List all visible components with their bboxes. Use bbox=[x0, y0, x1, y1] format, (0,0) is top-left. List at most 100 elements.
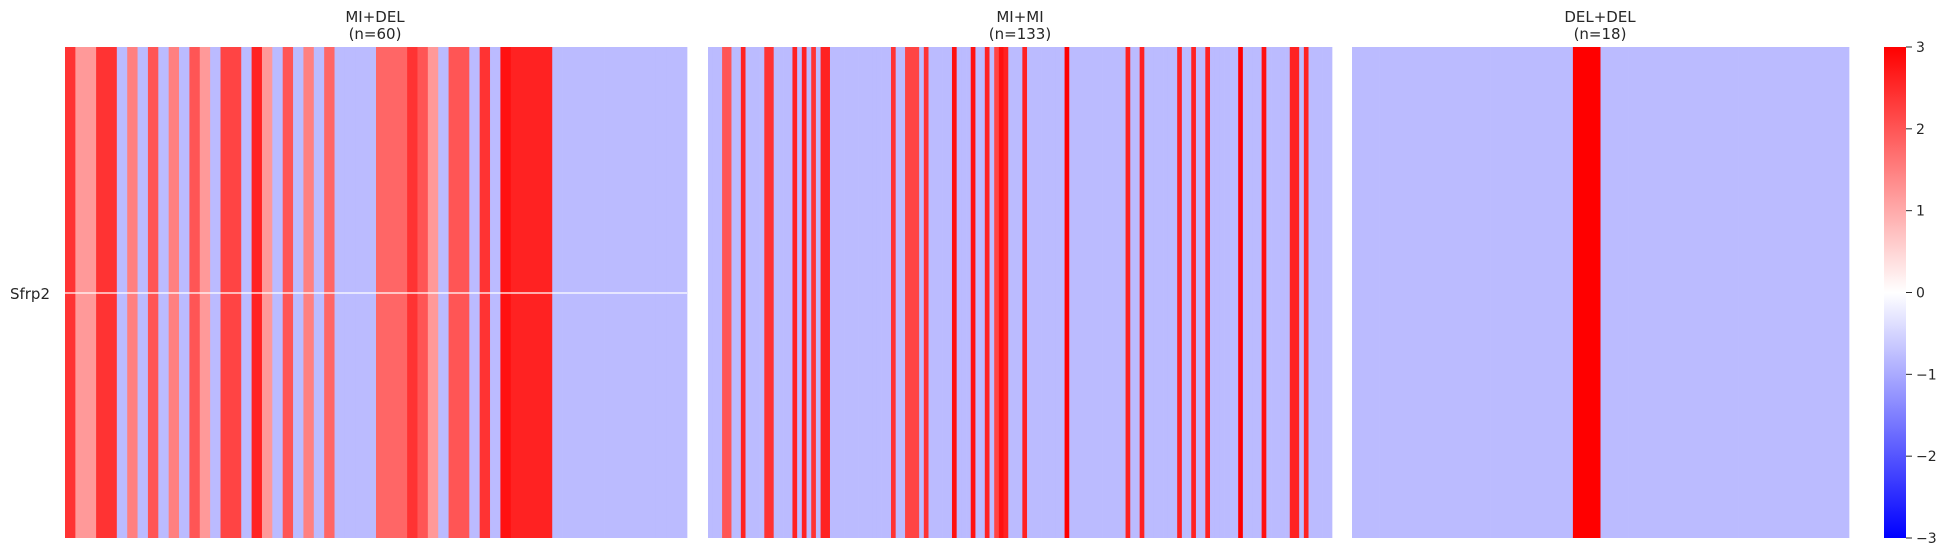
heatmap-cell bbox=[1017, 47, 1023, 538]
heatmap-cell bbox=[890, 47, 897, 538]
heatmap-cell bbox=[905, 47, 911, 538]
panel-2-subtitle: (n=133) bbox=[989, 25, 1051, 43]
heatmap-cell bbox=[1285, 47, 1291, 538]
heatmap-cell bbox=[1064, 47, 1070, 538]
heatmap-cell bbox=[1031, 47, 1037, 538]
heatmap-cell bbox=[1144, 47, 1150, 538]
heatmap-cell bbox=[1130, 47, 1136, 538]
heatmap-cell bbox=[1116, 47, 1122, 538]
heatmap-cell bbox=[951, 47, 958, 538]
heatmap-cell bbox=[1628, 47, 1657, 538]
heatmap-cell bbox=[1045, 47, 1051, 538]
heatmap-cell bbox=[754, 47, 760, 538]
heatmap-cell bbox=[1600, 47, 1629, 538]
heatmap-cell bbox=[764, 47, 770, 538]
heatmap-cell bbox=[900, 47, 906, 538]
row-label-sfrp2: Sfrp2 bbox=[10, 285, 50, 303]
heatmap-cell bbox=[1022, 47, 1028, 538]
heatmap-cell bbox=[1407, 47, 1436, 538]
heatmap-cell bbox=[1303, 47, 1309, 538]
heatmap-cell bbox=[1153, 47, 1159, 538]
heatmap-cell bbox=[815, 47, 821, 538]
heatmap-cell bbox=[876, 47, 882, 538]
panel-1-title: MI+DEL bbox=[345, 8, 405, 26]
heatmap-cell bbox=[1139, 47, 1145, 538]
panel-1-subtitle: (n=60) bbox=[349, 25, 402, 43]
heatmap-cell bbox=[731, 47, 737, 538]
heatmap-cell bbox=[1271, 47, 1277, 538]
heatmap-cell bbox=[984, 47, 990, 538]
heatmap-cell bbox=[1228, 47, 1234, 538]
heatmap-cell bbox=[1233, 47, 1239, 538]
heatmap-cell bbox=[1205, 47, 1211, 538]
heatmap-cell bbox=[783, 47, 789, 538]
heatmap-cell bbox=[787, 47, 793, 538]
heatmap-cell bbox=[1050, 47, 1056, 538]
heatmap-cell bbox=[1545, 47, 1574, 538]
heatmap-cell bbox=[801, 47, 807, 538]
heatmap-cell bbox=[820, 47, 826, 538]
heatmap-cell bbox=[998, 47, 1004, 538]
heatmap-cell bbox=[1322, 47, 1328, 538]
heatmap-cell bbox=[1003, 47, 1009, 538]
heatmap-cell bbox=[895, 47, 901, 538]
heatmap-cell bbox=[1266, 47, 1272, 538]
heatmap-cell bbox=[1102, 47, 1108, 538]
heatmap-cell bbox=[1299, 47, 1305, 538]
heatmap-cell bbox=[1434, 47, 1463, 538]
heatmap-cell bbox=[745, 47, 751, 538]
heatmap-cell bbox=[1327, 47, 1333, 538]
heatmap-cell bbox=[956, 47, 962, 538]
heatmap-cell bbox=[1069, 47, 1075, 538]
heatmap-cell bbox=[1088, 47, 1094, 538]
heatmap-cell bbox=[1252, 47, 1258, 538]
heatmap-cell bbox=[1224, 47, 1230, 538]
heatmap-cell bbox=[947, 47, 953, 538]
heatmap-cell bbox=[1191, 47, 1197, 538]
heatmap-cell bbox=[886, 47, 892, 538]
heatmap-cell bbox=[853, 47, 859, 538]
heatmap-cell bbox=[1008, 47, 1014, 538]
heatmap-cell bbox=[1219, 47, 1225, 538]
heatmap-cell bbox=[740, 47, 746, 538]
heatmap-cell bbox=[1125, 47, 1131, 538]
heatmap-cell bbox=[1214, 47, 1220, 538]
heatmap-cell bbox=[1210, 47, 1216, 538]
heatmap-cell bbox=[1134, 47, 1140, 538]
heatmap-cell bbox=[937, 47, 943, 538]
heatmap-cell bbox=[914, 47, 920, 538]
heatmap-cell bbox=[1352, 47, 1380, 538]
heatmap-cell bbox=[1149, 47, 1155, 538]
colorbar-tick-label: 3 bbox=[1916, 40, 1925, 56]
heatmap-cell bbox=[1012, 47, 1018, 538]
heatmap-cell bbox=[1294, 47, 1300, 538]
heatmap-cell bbox=[1238, 47, 1244, 538]
heatmap-cell bbox=[834, 47, 840, 538]
heatmap-cell bbox=[1111, 47, 1117, 538]
heatmap-cell bbox=[1256, 47, 1262, 538]
heatmap-cell bbox=[923, 47, 929, 538]
heatmap-cell bbox=[881, 47, 887, 538]
heatmap-cell bbox=[773, 47, 779, 538]
heatmap-cell bbox=[1766, 47, 1795, 538]
heatmap-cell bbox=[942, 47, 948, 538]
heatmap-cell bbox=[1289, 47, 1295, 538]
colorbar-tick-label: −2 bbox=[1916, 449, 1937, 465]
heatmap-cell bbox=[980, 47, 986, 538]
panel-3-subtitle: (n=18) bbox=[1574, 25, 1627, 43]
colorbar-tick-label: 1 bbox=[1916, 204, 1925, 220]
heatmap-cell bbox=[989, 47, 995, 538]
colorbar-tick-label: 2 bbox=[1916, 122, 1925, 138]
heatmap-cell bbox=[1275, 47, 1281, 538]
panel-3-title: DEL+DEL bbox=[1564, 8, 1636, 26]
heatmap-cell bbox=[792, 47, 798, 538]
heatmap-cell bbox=[717, 47, 723, 538]
heatmap-cell bbox=[825, 47, 831, 538]
heatmap-cell bbox=[867, 47, 873, 538]
colorbar-tick-label: −1 bbox=[1916, 367, 1937, 383]
heatmap-cell bbox=[1073, 47, 1079, 538]
heatmap-cell bbox=[726, 47, 732, 538]
heatmap-panel-mi-mi bbox=[708, 47, 1333, 538]
heatmap-cell bbox=[1317, 47, 1323, 538]
heatmap-cell bbox=[1261, 47, 1267, 538]
